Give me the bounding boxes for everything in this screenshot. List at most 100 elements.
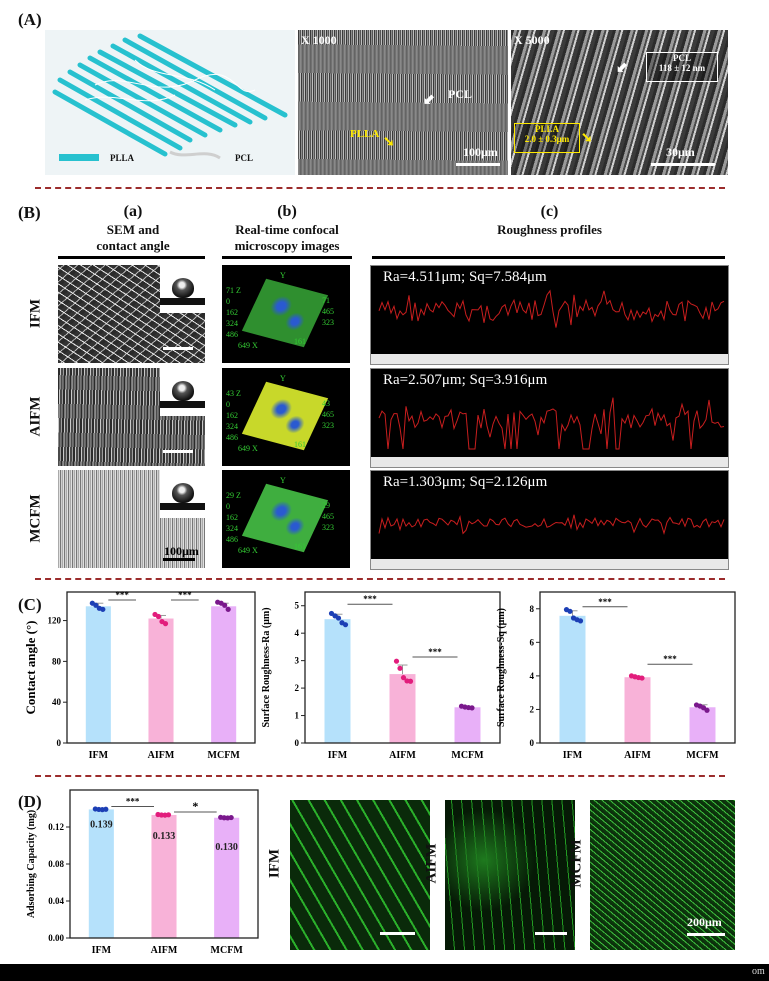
profile-x-axis <box>371 457 728 467</box>
column-title-b: (b) Real-time confocal microscopy images <box>212 202 362 254</box>
axis-label: 161 <box>294 337 306 346</box>
scale-bar <box>163 450 193 453</box>
data-point <box>577 618 584 624</box>
x-tick-label: AIFM <box>148 750 175 761</box>
y-tick-label: 2 <box>530 704 535 714</box>
column-title-line: contact angle <box>96 238 170 253</box>
scale-bar <box>456 163 500 166</box>
scale-bar <box>687 933 725 936</box>
column-letter: (c) <box>540 203 559 220</box>
row-label-ifm: IFM <box>27 298 44 329</box>
data-point <box>228 814 234 821</box>
value-label: 0.133 <box>153 831 176 842</box>
contact-angle-chart: IFM AIFM MCFM 0 40 80 120 Contact angle (°) *** *… <box>23 590 256 761</box>
plla-label: PLLA <box>350 128 380 140</box>
water-droplet <box>172 483 194 503</box>
adsorbing-capacity-chart: IFM 0.139 AIFM 0.133 MCFM 0.130 0.00 0.04 0.08 0.… <box>26 789 259 956</box>
divider <box>35 187 725 189</box>
column-title-line: microscopy images <box>234 238 340 253</box>
scale-label: 200μm <box>687 915 722 929</box>
significance-label: *** <box>428 647 442 657</box>
sem-image-aifm <box>58 368 205 466</box>
y-axis-label: Adsorbing Capacity (mg) <box>26 810 37 918</box>
column-underline <box>222 256 352 259</box>
data-point <box>155 613 162 620</box>
plla-box-title: PLLA <box>534 124 559 134</box>
panel-label-d: (D) <box>18 792 42 811</box>
y-tick-label: 80 <box>52 656 62 666</box>
roughness-profile-aifm: Ra=2.507μm; Sq=3.916μm <box>370 368 729 468</box>
y-tick-label: 3 <box>295 656 300 666</box>
pcl-label: PCL <box>448 87 472 101</box>
roughness-values: Ra=4.511μm; Sq=7.584μm <box>383 269 547 285</box>
axis-label: 161 <box>294 440 306 449</box>
data-point <box>704 707 710 713</box>
bar-mcfm <box>214 817 240 938</box>
x-tick-label: MCFM <box>686 750 719 761</box>
data-point <box>639 675 645 681</box>
axis-labels: 43 Z 0 162 324 486 649 X <box>226 389 258 453</box>
y-tick-label: 5 <box>295 601 300 611</box>
panel-label-b: (B) <box>18 203 41 222</box>
fluorescence-image-mcfm: 200μm <box>590 800 735 950</box>
panel-label-c: (C) <box>18 595 42 614</box>
axis-labels-right: 43 465 323 <box>322 399 334 430</box>
confocal-image-ifm: 71 Z 0 162 324 486 649 X Y 71 465 323 161 <box>222 265 350 363</box>
roughness-sq-chart: IFM AIFM MCFM 0 2 4 6 8 Surface Roughness-Sq (μm… <box>496 591 736 761</box>
y-tick-label: 6 <box>530 637 535 647</box>
y-tick-label: 0 <box>57 738 62 748</box>
column-letter: (b) <box>277 203 297 220</box>
y-tick-label: 0.08 <box>48 859 64 869</box>
y-tick-label: 0.12 <box>48 822 64 832</box>
x-tick-label: AIFM <box>624 750 651 761</box>
plla-arrow-icon: ➘ <box>581 131 593 146</box>
magnification-label: X 5000 <box>514 33 550 47</box>
contact-angle-inset <box>160 470 205 518</box>
y-tick-label: 120 <box>48 616 62 626</box>
axis-labels: 29 Z 0 162 324 486 649 X <box>226 491 258 555</box>
row-label-aifm: AIFM <box>27 396 44 437</box>
divider <box>35 578 725 580</box>
plot-frame <box>66 591 256 744</box>
y-tick-label: 0 <box>530 738 535 748</box>
significance-label: *** <box>126 797 140 807</box>
y-tick-label: 4 <box>530 671 535 681</box>
profile-trace <box>378 397 725 450</box>
y-tick-label: 1 <box>295 711 300 721</box>
significance-label: *** <box>115 590 129 600</box>
axis-label: 161 <box>294 542 306 551</box>
bar-aifm <box>624 677 651 743</box>
confocal-image-aifm: 43 Z 0 162 324 486 649 X Y 43 465 323 161 <box>222 368 350 466</box>
data-point <box>342 622 349 628</box>
data-point <box>100 606 106 612</box>
legend-pcl: PCL <box>235 153 253 163</box>
sem-image-ifm <box>58 265 205 363</box>
axis-y-label: Y <box>280 476 286 485</box>
y-axis-label: Contact angle (°) <box>23 620 38 714</box>
x-tick-label: MCFM <box>451 750 484 761</box>
significance-label: *** <box>598 597 612 607</box>
fluor-label-mcfm: MCFM <box>568 839 585 888</box>
bar-ifm <box>88 809 114 938</box>
y-tick-label: 40 <box>52 697 62 707</box>
confocal-image-mcfm: 29 Z 0 162 324 486 649 X Y 29 465 323 161 <box>222 470 350 568</box>
y-axis-label: Surface Roughness-Ra (μm) <box>261 607 272 727</box>
bar-aifm <box>151 814 177 938</box>
data-point <box>407 678 414 684</box>
profile-trace <box>378 514 725 536</box>
y-tick-label: 8 <box>530 604 535 614</box>
substrate <box>160 401 205 408</box>
sem-image-x1000: X 1000 PCL ⬋ PLLA ➘ 100μm <box>298 30 508 175</box>
x-tick-label: AIFM <box>389 750 416 761</box>
plla-arrow-icon: ➘ <box>383 135 395 150</box>
x-tick-label: AIFM <box>151 945 178 956</box>
axis-y-label: Y <box>280 271 286 280</box>
y-tick-label: 2 <box>295 683 300 693</box>
scale-label: 100μm <box>463 145 498 159</box>
water-droplet <box>172 381 194 401</box>
bar-ifm <box>85 606 111 743</box>
panel-label-a: (A) <box>18 10 42 29</box>
pcl-diameter-box: PCL 118 ± 12 nm <box>646 52 718 82</box>
substrate <box>160 503 205 510</box>
plla-legend-swatch <box>59 154 99 161</box>
